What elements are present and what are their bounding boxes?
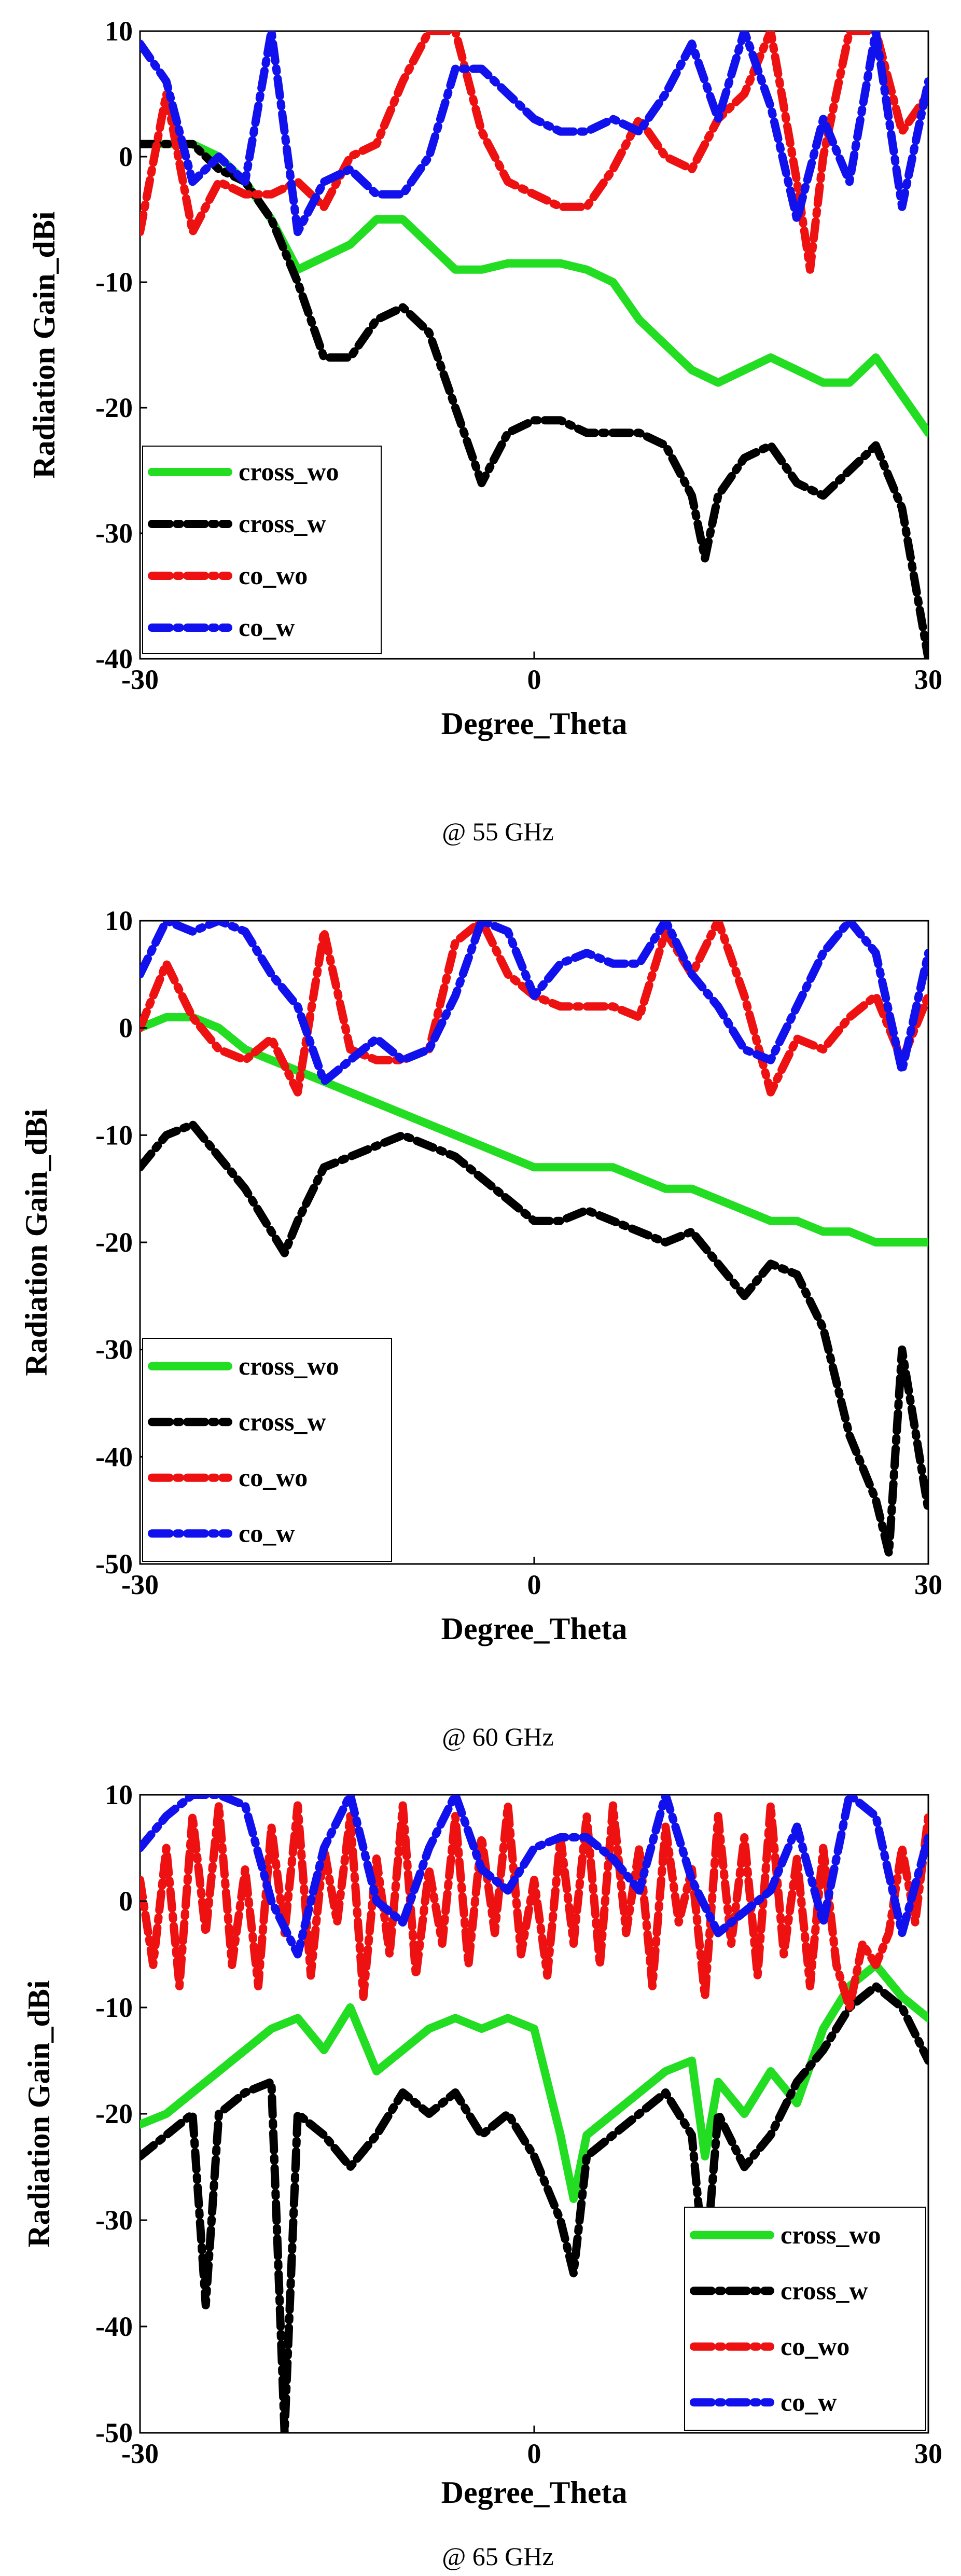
series-line-co-w — [140, 31, 928, 237]
legend-box — [684, 2207, 926, 2431]
legend-label: co_wo — [239, 561, 308, 590]
chart-panel-60ghz: -30 0 30 10 0 -10 -20 -30 -40 -50 Degree_Theta Ra… — [19, 905, 942, 1751]
x-tick-label: -30 — [121, 2438, 159, 2469]
tick-layer: -30 0 30 10 0 -10 -20 -30 -40 -50 — [95, 1779, 942, 2469]
x-axis-label: Degree_Theta — [441, 2475, 628, 2510]
legend-label: co_w — [781, 2387, 837, 2416]
y-tick-label: -40 — [95, 1441, 133, 1472]
legend-label: co_w — [239, 613, 295, 642]
chart-caption: @ 65 GHz — [442, 2542, 553, 2571]
legend-label: cross_w — [239, 1407, 326, 1436]
legend-label: co_wo — [239, 1463, 308, 1492]
legend-label: cross_w — [239, 509, 326, 538]
legend-label: cross_w — [781, 2276, 868, 2305]
x-tick-label: 0 — [527, 664, 541, 695]
y-tick-label: -20 — [95, 392, 133, 423]
series-line-co-w — [140, 921, 928, 1086]
chart-panel-65ghz: -30 0 30 10 0 -10 -20 -30 -40 -50 Degree_Theta Ra… — [22, 1779, 942, 2571]
y-tick-label: 0 — [119, 141, 133, 172]
x-axis-label: Degree_Theta — [441, 707, 628, 741]
series-line-cross-w — [140, 1120, 928, 1558]
y-axis-label: Radiation Gain_dBi — [27, 211, 61, 478]
legend-label: co_w — [239, 1518, 295, 1547]
x-tick-label: 30 — [914, 664, 942, 695]
y-axis-label: Radiation Gain_dBi — [19, 1109, 53, 1376]
legend-label: co_wo — [781, 2332, 849, 2361]
y-tick-label: -10 — [95, 267, 133, 298]
y-tick-label: -10 — [95, 1992, 133, 2023]
series-layer — [140, 1795, 928, 2433]
x-axis-label: Degree_Theta — [441, 1612, 628, 1646]
y-tick-label: 0 — [119, 1886, 133, 1917]
series-layer — [140, 31, 928, 659]
series-line-cross-w — [140, 140, 928, 659]
x-tick-label: 0 — [527, 2438, 541, 2469]
legend-label: cross_wo — [239, 457, 339, 486]
legend: cross_wo cross_w co_wo co_w — [142, 446, 382, 654]
legend-box — [142, 446, 382, 654]
series-line-cross-wo — [140, 1013, 928, 1247]
legend-label: cross_wo — [239, 1351, 339, 1380]
series-line-co-wo — [140, 1801, 928, 2012]
y-tick-label: -50 — [95, 2417, 133, 2448]
y-tick-label: -50 — [95, 1548, 133, 1580]
y-axis-label: Radiation Gain_dBi — [22, 1980, 56, 2247]
x-tick-label: 0 — [527, 1569, 541, 1600]
y-tick-label: 10 — [105, 905, 133, 936]
tick-layer: -30 0 30 10 0 -10 -20 -30 -40 -50 — [95, 905, 942, 1600]
y-tick-label: 10 — [105, 16, 133, 47]
series-line-co-w — [140, 1795, 928, 1959]
series-line-cross-wo — [140, 140, 928, 437]
y-tick-label: -30 — [95, 1334, 133, 1365]
x-tick-label: -30 — [121, 664, 159, 695]
y-tick-label: -10 — [95, 1119, 133, 1151]
series-line-cross-w — [140, 1982, 928, 2433]
y-tick-label: -30 — [95, 2205, 133, 2236]
y-tick-label: -30 — [95, 518, 133, 549]
y-tick-label: -40 — [95, 2311, 133, 2342]
chart-caption: @ 60 GHz — [442, 1722, 553, 1751]
series-line-co-wo — [140, 31, 928, 274]
y-tick-label: -40 — [95, 643, 133, 674]
y-tick-label: 0 — [119, 1013, 133, 1044]
x-tick-label: 30 — [914, 2438, 942, 2469]
chart-caption: @ 55 GHz — [442, 817, 553, 846]
y-tick-label: -20 — [95, 2098, 133, 2129]
x-tick-label: -30 — [121, 1569, 159, 1600]
y-tick-label: 10 — [105, 1779, 133, 1810]
legend: cross_wo cross_w co_wo co_w — [142, 1338, 392, 1562]
legend-box — [142, 1338, 392, 1562]
legend-label: cross_wo — [781, 2220, 881, 2249]
legend: cross_wo cross_w co_wo co_w — [684, 2207, 926, 2431]
y-tick-label: -20 — [95, 1227, 133, 1258]
series-layer — [140, 921, 928, 1558]
x-tick-label: 30 — [914, 1569, 942, 1600]
